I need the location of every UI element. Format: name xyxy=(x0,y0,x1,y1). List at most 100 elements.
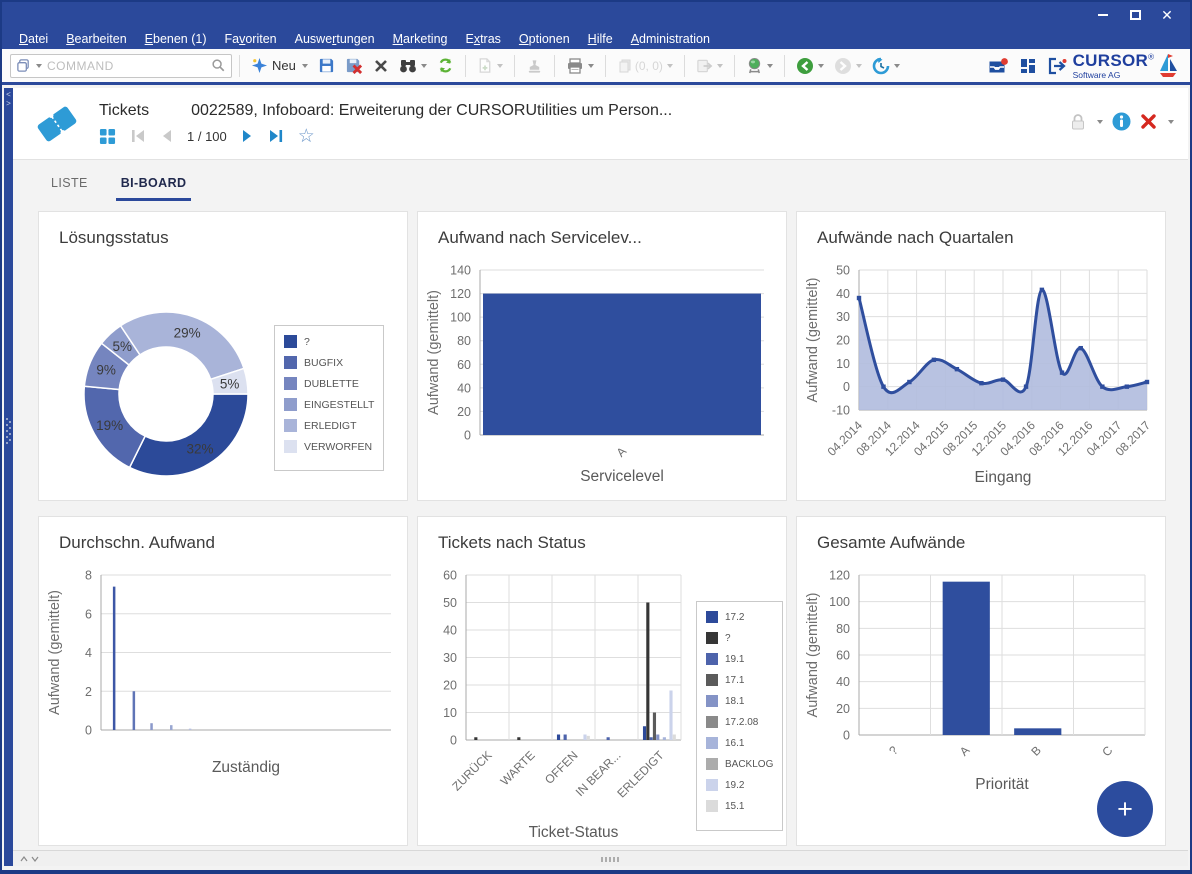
add-button[interactable]: + xyxy=(1097,781,1153,837)
splitter-grip[interactable] xyxy=(6,418,8,420)
new-sparkle-icon xyxy=(251,57,268,74)
svg-text:?: ? xyxy=(886,743,901,758)
inbox-button[interactable] xyxy=(983,53,1013,79)
command-scope-caret[interactable] xyxy=(36,63,42,68)
menu-bar: Datei Bearbeiten Ebenen (1) Favoriten Auswer… xyxy=(2,28,1190,49)
forward-caret[interactable] xyxy=(855,63,862,68)
export-caret[interactable] xyxy=(716,63,723,68)
history-button[interactable] xyxy=(868,53,904,79)
bottom-splitter[interactable] xyxy=(13,850,1188,866)
svg-text:ZURÜCK: ZURÜCK xyxy=(449,748,494,793)
lock-icon[interactable] xyxy=(1070,113,1086,131)
export-button[interactable] xyxy=(692,53,727,79)
menu-bearbeiten[interactable]: Bearbeiten xyxy=(66,31,127,46)
menu-hilfe[interactable]: Hilfe xyxy=(587,31,613,46)
inbox-notification-icon xyxy=(989,57,1008,72)
svg-text:80: 80 xyxy=(836,622,850,636)
svg-text:120: 120 xyxy=(829,569,850,583)
refresh-button[interactable] xyxy=(433,53,458,79)
tab-liste[interactable]: LISTE xyxy=(51,176,88,190)
panel-aufwaende-quartale: Aufwände nach Quartalen -10 0 10 20 30 40 50 Au… xyxy=(796,211,1166,501)
history-caret[interactable] xyxy=(893,63,900,68)
splitter-grip[interactable] xyxy=(600,857,603,862)
expand-panel-chevrons[interactable]: < > xyxy=(6,90,11,108)
panel-aufwand-servicelevel: Aufwand nach Servicelev... 0 20 40 60 80 100 1… xyxy=(417,211,787,501)
forward-button[interactable] xyxy=(830,53,866,79)
back-caret[interactable] xyxy=(817,63,824,68)
close-record-caret[interactable] xyxy=(1168,119,1174,124)
menu-marketing[interactable]: Marketing xyxy=(392,31,448,46)
minimize-button[interactable] xyxy=(1090,5,1116,25)
last-record-icon[interactable] xyxy=(268,129,284,143)
save-button[interactable] xyxy=(314,53,339,79)
svg-text:140: 140 xyxy=(450,264,471,278)
window-switch-icon[interactable] xyxy=(16,58,31,73)
web-search-button[interactable] xyxy=(742,53,777,79)
cancel-button[interactable] xyxy=(369,53,393,79)
legend-item: 19.1 xyxy=(706,653,773,665)
back-icon xyxy=(796,57,813,74)
search-icon[interactable] xyxy=(211,58,226,73)
side-panel-splitter[interactable]: < > xyxy=(4,88,13,866)
menu-administration[interactable]: Administration xyxy=(630,31,710,46)
print-icon xyxy=(567,57,582,74)
svg-text:20: 20 xyxy=(457,405,471,419)
legend-item: EINGESTELLT xyxy=(284,398,374,411)
close-record-icon[interactable] xyxy=(1140,113,1157,130)
svg-text:Aufwand (gemittelt): Aufwand (gemittelt) xyxy=(805,593,821,718)
web-search-caret[interactable] xyxy=(766,63,773,68)
print-caret[interactable] xyxy=(587,63,594,68)
new-document-button[interactable] xyxy=(473,53,507,79)
print-button[interactable] xyxy=(562,53,598,79)
close-button[interactable]: ✕ xyxy=(1161,6,1173,23)
record-pager: 1 / 100 xyxy=(187,128,227,144)
toolbar: Neu xyxy=(2,49,1190,85)
new-caret[interactable] xyxy=(301,63,308,68)
svg-text:100: 100 xyxy=(450,311,471,325)
splitter-collapse-chevrons[interactable] xyxy=(19,854,41,863)
stamp-button[interactable] xyxy=(522,53,547,79)
svg-text:50: 50 xyxy=(443,596,457,610)
maximize-button[interactable] xyxy=(1122,5,1148,25)
first-record-icon[interactable] xyxy=(130,129,146,143)
new-button[interactable]: Neu xyxy=(247,53,312,79)
logo-name: CURSOR xyxy=(1072,50,1149,70)
svg-text:5%: 5% xyxy=(220,376,240,391)
menu-optionen[interactable]: Optionen xyxy=(518,31,570,46)
copy-pages-icon xyxy=(619,59,631,72)
find-button[interactable] xyxy=(395,53,431,79)
command-input[interactable] xyxy=(45,57,208,74)
svg-text:Servicelevel: Servicelevel xyxy=(580,468,664,485)
panel-title: Aufwand nach Servicelev... xyxy=(438,228,642,247)
back-button[interactable] xyxy=(792,53,828,79)
delete-record-button[interactable] xyxy=(341,53,367,79)
lock-caret[interactable] xyxy=(1097,119,1103,124)
menu-ebenen-1-[interactable]: Ebenen (1) xyxy=(144,31,207,46)
bar-chart: 0 20 40 60 80 100 120 Aufwand (gemittelt)? A B C Pr… xyxy=(797,517,1165,845)
info-icon[interactable] xyxy=(1112,112,1131,131)
copy-pages-caret[interactable] xyxy=(666,63,673,68)
cursor-logo: CURSOR® Software AG xyxy=(1073,52,1182,80)
find-caret[interactable] xyxy=(420,63,427,68)
grid-view-icon[interactable] xyxy=(99,128,116,145)
panel-loesungsstatus: Lösungsstatus 32% 19% 9% 5% 29% 5%? BUGFIX DUBL… xyxy=(38,211,408,501)
svg-text:10: 10 xyxy=(443,706,457,720)
panel-tickets-nach-status: Tickets nach Status 0 10 20 30 40 50 60 ZURÜCK W… xyxy=(417,516,787,846)
bar-chart: 0 2 4 6 8 Aufwand (gemittelt) Zuständig xyxy=(39,517,407,845)
tiles-button[interactable] xyxy=(1015,53,1041,79)
svg-text:60: 60 xyxy=(443,569,457,583)
new-button-label: Neu xyxy=(272,58,296,73)
minimize-icon xyxy=(1098,14,1108,16)
copy-pages-button[interactable]: (0, 0) xyxy=(613,53,677,79)
favorite-star-icon[interactable]: ☆ xyxy=(297,125,315,147)
menu-favoriten[interactable]: Favoriten xyxy=(224,31,277,46)
logout-button[interactable] xyxy=(1043,53,1071,79)
menu-extras[interactable]: Extras xyxy=(465,31,501,46)
new-document-caret[interactable] xyxy=(496,63,503,68)
previous-record-icon[interactable] xyxy=(160,129,173,143)
menu-datei[interactable]: Datei xyxy=(19,31,49,46)
menu-auswertungen[interactable]: Auswertungen xyxy=(294,31,375,46)
next-record-icon[interactable] xyxy=(241,129,254,143)
tab-bi-board[interactable]: BI-BOARD xyxy=(115,176,192,201)
panel-durchschn-aufwand: Durchschn. Aufwand 0 2 4 6 8 Aufwand (gemitte… xyxy=(38,516,408,846)
